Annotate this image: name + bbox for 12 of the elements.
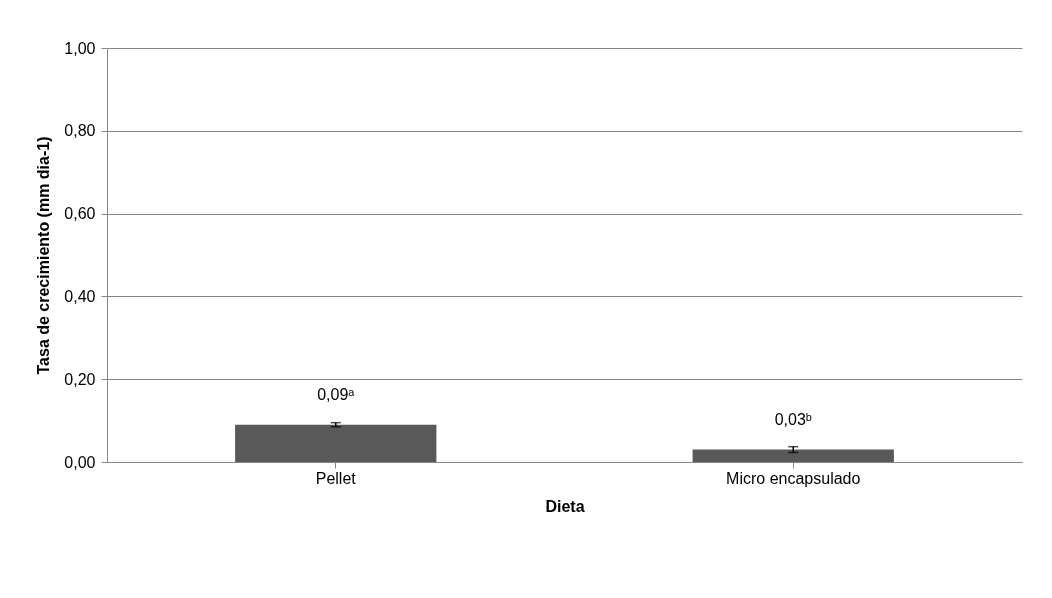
data-label: 0,03ᵇ	[774, 410, 812, 428]
y-tick-label: 0,20	[64, 370, 96, 388]
y-tick-label: 1,00	[64, 39, 96, 57]
y-axis-title: Tasa de crecimiento (mm dia-1)	[35, 136, 53, 375]
y-tick-label: 0,80	[64, 122, 96, 140]
y-tick-label: 0,00	[64, 453, 96, 471]
x-tick-label: Micro encapsulado	[726, 469, 861, 487]
y-tick-label: 0,40	[64, 287, 96, 305]
data-label: 0,09ᵃ	[317, 385, 356, 403]
y-tick-label: 0,60	[64, 205, 96, 223]
x-tick-label: Pellet	[315, 469, 357, 487]
x-axis-title: Dieta	[545, 497, 585, 515]
